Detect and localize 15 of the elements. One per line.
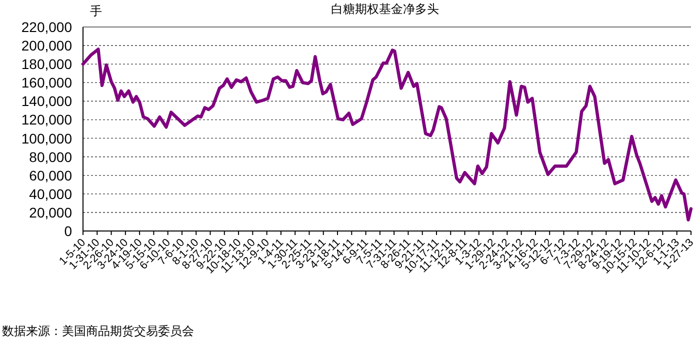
y-tick-label: 40,000 [29, 186, 72, 202]
y-tick-label: 100,000 [21, 130, 72, 146]
y-axis-title: 手 [90, 4, 102, 18]
y-tick-label: 140,000 [21, 93, 72, 110]
source-note: 数据来源：美国商品期货交易委员会 [2, 324, 194, 338]
y-tick-label: 220,000 [21, 19, 72, 35]
y-tick-label: 0 [64, 223, 72, 239]
y-tick-label: 20,000 [29, 204, 72, 220]
y-tick-label: 60,000 [29, 167, 72, 184]
chart-title: 白糖期权基金净多头 [331, 2, 439, 16]
y-tick-label: 120,000 [21, 112, 72, 128]
y-tick-label: 80,000 [29, 148, 72, 165]
y-tick-label: 200,000 [21, 38, 72, 54]
y-tick-label: 160,000 [21, 74, 72, 91]
y-tick-label: 180,000 [21, 56, 72, 72]
